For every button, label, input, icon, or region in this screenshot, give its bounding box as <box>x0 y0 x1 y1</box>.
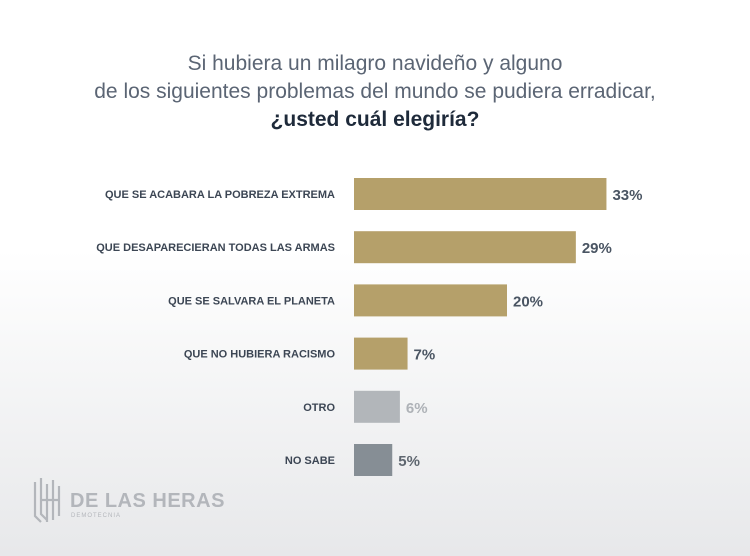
chart-title: Si hubiera un milagro navideño y alguno … <box>0 50 750 134</box>
value-label: 6% <box>406 400 428 417</box>
category-label: NO SABE <box>285 455 335 467</box>
title-line-3: ¿usted cuál elegiría? <box>270 108 480 131</box>
category-label: QUE SE ACABARA LA POBREZA EXTREMA <box>105 189 335 201</box>
bar <box>354 444 393 476</box>
bar <box>354 390 400 423</box>
bar <box>354 284 507 317</box>
title-line-1: Si hubiera un milagro navideño y alguno <box>187 52 563 75</box>
category-label: QUE SE SALVARA EL PLANETA <box>168 295 335 307</box>
bar <box>354 337 408 370</box>
value-label: 5% <box>398 453 420 470</box>
category-label: QUE DESAPARECIERAN TODAS LAS ARMAS <box>96 242 335 254</box>
title-line-2: de los siguientes problemas del mundo se… <box>94 80 656 103</box>
logo-mark-icon <box>33 478 61 523</box>
bar <box>354 231 576 264</box>
bar <box>354 178 607 210</box>
value-label: 7% <box>414 347 436 364</box>
category-label: OTRO <box>303 402 335 414</box>
value-label: 33% <box>612 187 642 204</box>
logo-subtitle: DEMOTECNIA <box>71 513 122 519</box>
value-label: 20% <box>513 293 543 310</box>
value-label: 29% <box>582 240 612 257</box>
category-label: QUE NO HUBIERA RACISMO <box>184 349 336 361</box>
logo-name: DE LAS HERAS <box>70 490 225 512</box>
